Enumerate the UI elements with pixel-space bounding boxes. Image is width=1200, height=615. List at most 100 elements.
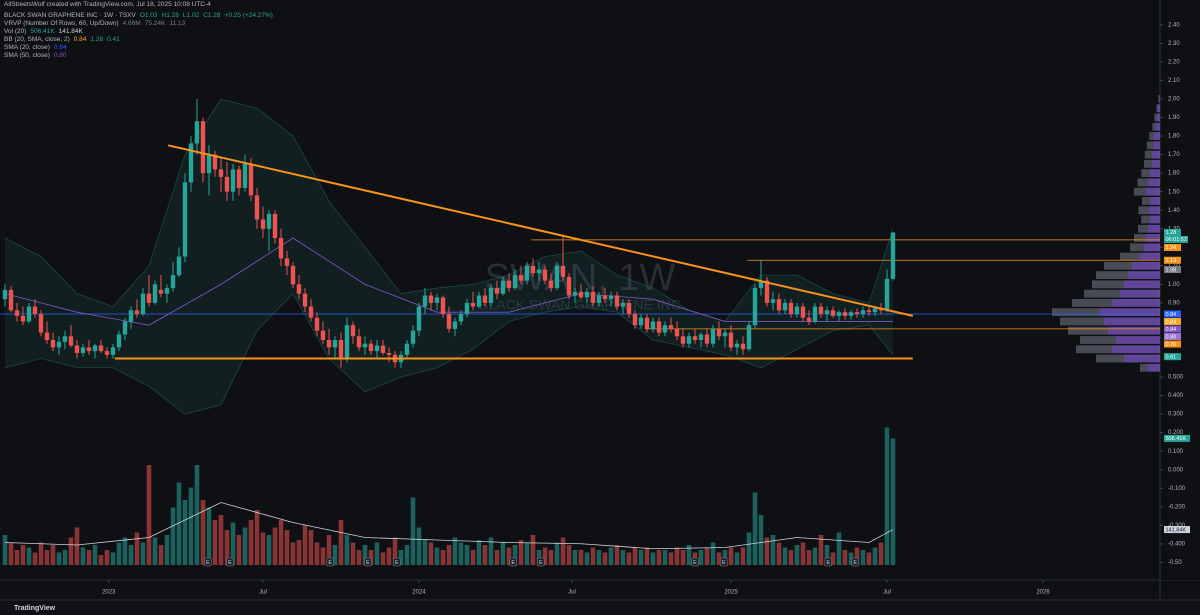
price-tag-label: 1.28	[1166, 230, 1177, 236]
volume-bar	[434, 547, 440, 565]
vrvp-up	[1116, 336, 1160, 344]
candle-body	[644, 317, 650, 329]
vrvp-up	[1124, 280, 1160, 289]
volume-bar	[314, 542, 320, 565]
legend-value: +0.25 (+24.27%)	[224, 12, 273, 19]
volume-bar	[884, 427, 890, 565]
price-tag-label: 0.84	[1166, 319, 1177, 325]
candle-body	[602, 295, 608, 300]
event-label: E	[206, 560, 210, 566]
vrvp-up	[1152, 141, 1160, 150]
event-marker	[691, 557, 699, 567]
legend-row: BB (20, SMA, close, 2) 0.84 1.28 0.41	[4, 36, 277, 44]
volume-bar	[644, 547, 650, 565]
volume-bar	[2, 535, 8, 565]
vrvp-down	[1052, 308, 1100, 317]
candle-body	[104, 351, 110, 355]
vrvp-down	[1092, 280, 1124, 289]
price-tag-label: 0.61	[1166, 354, 1177, 360]
volume-tag	[1164, 434, 1190, 442]
volume-bar	[710, 542, 716, 565]
volume-bar	[272, 527, 278, 565]
volume-bar	[596, 550, 602, 565]
volume-bar	[500, 542, 506, 565]
candle-body	[368, 343, 374, 352]
vrvp-up	[1144, 243, 1160, 252]
candle-body	[854, 312, 860, 315]
vrvp-up	[1148, 224, 1160, 233]
volume-bar	[536, 550, 542, 565]
candle-body	[344, 325, 350, 359]
y-tick-label: 0.000	[1168, 467, 1184, 473]
candle-body	[554, 265, 560, 289]
candle-body	[506, 280, 512, 289]
candle-body	[44, 332, 50, 340]
event-marker	[203, 557, 212, 567]
candle-body	[128, 310, 134, 322]
volume-bar	[584, 552, 590, 565]
candle-body	[608, 295, 614, 300]
candle-body	[668, 325, 674, 329]
volume-bar	[470, 550, 476, 565]
event-marker	[326, 557, 334, 567]
y-tick-label: -0.300	[1168, 523, 1186, 529]
x-tick-label: 2026	[1036, 590, 1050, 596]
volume-bar	[20, 545, 26, 565]
y-tick-label: -0.50	[1168, 560, 1182, 566]
price-tag-label: 1.13	[1166, 258, 1177, 264]
vrvp-down	[1084, 289, 1120, 298]
volume-bar	[872, 547, 878, 565]
volume-bar	[446, 545, 452, 565]
event-label: E	[853, 560, 857, 566]
vrvp-down	[1104, 261, 1132, 270]
candle-body	[230, 169, 236, 192]
volume-bar	[668, 552, 674, 565]
candle-body	[524, 265, 530, 281]
candle-body	[98, 345, 104, 352]
event-label: E	[722, 560, 726, 566]
volume-bar	[26, 547, 32, 565]
volume-bar	[758, 515, 764, 565]
candle-body	[686, 336, 692, 344]
candle-body	[272, 213, 278, 239]
volume-bar	[404, 545, 410, 565]
y-tick-label: 0.300	[1168, 412, 1184, 418]
price-tag	[1164, 325, 1181, 333]
candle-body	[386, 352, 392, 355]
vrvp-down	[1060, 317, 1104, 326]
candle-body	[446, 314, 452, 329]
volume-bar	[866, 552, 872, 565]
legend-value: 0.84	[53, 44, 67, 51]
y-tick-label: 2.20	[1168, 59, 1180, 65]
y-tick-label: 2.00	[1168, 97, 1180, 103]
candle-body	[452, 321, 458, 329]
candle-body	[434, 297, 440, 303]
volume-bar	[104, 550, 110, 565]
volume-bar	[482, 545, 488, 565]
volume-bar	[326, 535, 332, 565]
vrvp-up	[1140, 252, 1160, 261]
volume-bar	[878, 542, 884, 565]
volume-tag-label: 141.84K	[1166, 527, 1187, 533]
countdown: 06:01:52	[1166, 237, 1187, 243]
header: AllStreetsWolf created with TradingView.…	[4, 1, 277, 60]
price-tag	[1164, 243, 1181, 251]
candle-body	[650, 321, 656, 329]
legend-value: 0.84	[73, 36, 87, 43]
candle-body	[422, 295, 428, 307]
vrvp-down	[1130, 243, 1144, 252]
price-tag-label: 0.84	[1166, 312, 1177, 318]
volume-bar	[476, 540, 482, 565]
candle-body	[284, 258, 290, 266]
candle-body	[200, 121, 206, 174]
volume-bar	[290, 542, 296, 565]
volume-bar	[554, 542, 560, 565]
candle-body	[482, 295, 488, 303]
candle-body	[122, 321, 128, 335]
event-marker	[851, 557, 859, 567]
volume-bar	[656, 550, 662, 565]
volume-bar	[782, 547, 788, 565]
candle-body	[50, 339, 56, 348]
legend-value: C1.28	[203, 12, 221, 19]
vrvp-up	[1120, 289, 1160, 298]
